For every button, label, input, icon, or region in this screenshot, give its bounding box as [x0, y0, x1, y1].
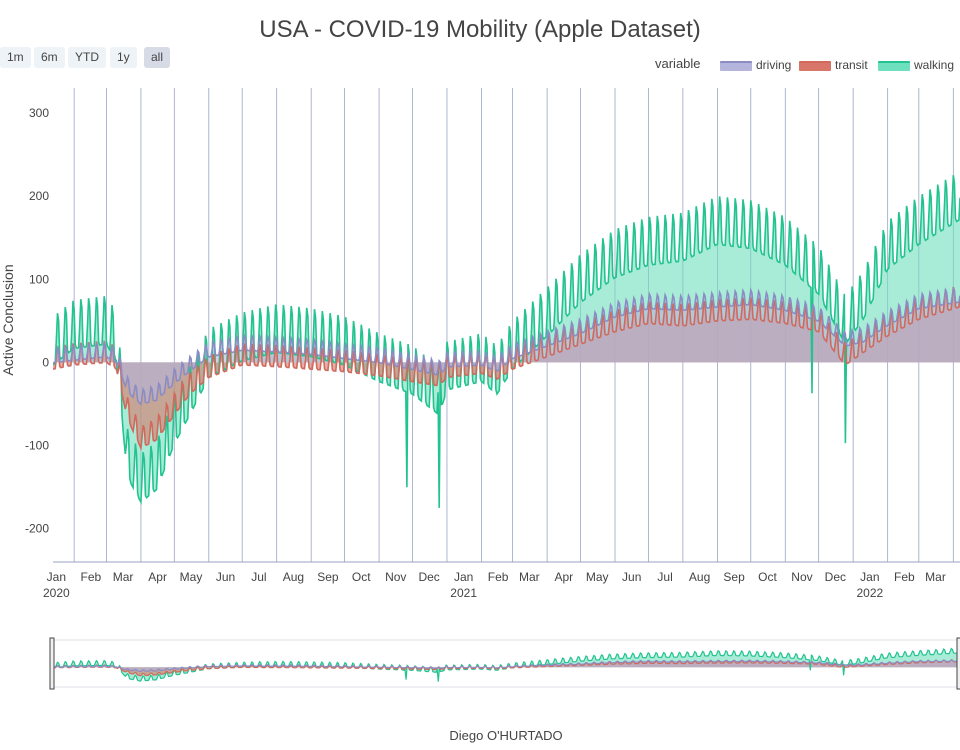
plot-area: [53, 175, 960, 508]
y-tick-label: 300: [29, 106, 49, 120]
legend-swatch-walking: [878, 60, 910, 71]
x-tick-label: Dec: [825, 570, 846, 584]
slider-line-transit: [53, 658, 959, 677]
x-tick-year-label: 2021: [450, 586, 477, 600]
legend-item-transit[interactable]: transit: [799, 58, 868, 72]
x-tick-label: Feb: [894, 570, 915, 584]
x-tick-label: Jul: [657, 570, 672, 584]
legend-item-walking[interactable]: walking: [878, 58, 954, 72]
y-tick-label: 0: [42, 355, 49, 369]
x-tick-label: Aug: [689, 570, 710, 584]
series-line-transit: [53, 286, 960, 452]
x-tick-label: Jun: [622, 570, 641, 584]
range-button-ytd[interactable]: YTD: [68, 47, 106, 68]
x-tick-label: Jan: [454, 570, 473, 584]
legend-swatch-driving: [720, 60, 752, 71]
series-area-walking: [53, 175, 960, 508]
legend-swatch-transit: [799, 60, 831, 71]
x-tick-label: Sep: [317, 570, 339, 584]
range-button-all[interactable]: all: [144, 47, 171, 68]
legend-label-transit: transit: [835, 58, 868, 72]
x-tick-year-label: 2020: [43, 586, 70, 600]
x-tick-label: Oct: [352, 570, 371, 584]
y-tick-label: -100: [25, 439, 49, 453]
x-tick-label: Feb: [488, 570, 509, 584]
x-tick-label: Aug: [283, 570, 304, 584]
legend-item-driving[interactable]: driving: [720, 58, 791, 72]
range-slider-handle-left[interactable]: [49, 637, 55, 690]
x-tick-label: May: [180, 570, 203, 584]
slider-line-driving: [53, 659, 959, 673]
credit-text: Diego O'HURTADO: [449, 728, 563, 743]
range-button-1m[interactable]: 1m: [0, 47, 31, 68]
x-tick-label: Dec: [418, 570, 439, 584]
range-button-6m[interactable]: 6m: [34, 47, 65, 68]
series-line-driving: [53, 285, 960, 406]
range-button-1y[interactable]: 1y: [110, 47, 137, 68]
legend-title: variable: [655, 56, 701, 71]
x-tick-label: Apr: [148, 570, 167, 584]
x-tick-label: Feb: [80, 570, 101, 584]
range-slider-handle-right[interactable]: [956, 637, 960, 690]
x-tick-label: Mar: [113, 570, 134, 584]
x-tick-label: Sep: [723, 570, 745, 584]
x-tick-label: Jun: [216, 570, 235, 584]
y-tick-label: -200: [25, 522, 49, 536]
x-tick-label: Jan: [860, 570, 879, 584]
x-tick-label: Jul: [251, 570, 266, 584]
x-tick-label: Jan: [47, 570, 66, 584]
legend-label-driving: driving: [756, 58, 792, 72]
x-tick-label: Oct: [758, 570, 777, 584]
x-tick-label: May: [586, 570, 609, 584]
y-tick-label: 200: [29, 189, 49, 203]
x-tick-year-label: 2022: [857, 586, 884, 600]
x-tick-label: Mar: [519, 570, 540, 584]
y-axis-title: Active Conclusion: [0, 264, 16, 375]
legend-label-walking: walking: [914, 58, 955, 72]
x-tick-label: Nov: [791, 570, 812, 584]
x-tick-label: Nov: [385, 570, 406, 584]
chart-title: USA - COVID-19 Mobility (Apple Dataset): [259, 16, 701, 43]
y-tick-label: 100: [29, 272, 49, 286]
x-tick-label: Apr: [554, 570, 573, 584]
slider-area-walking: [53, 648, 958, 682]
x-tick-label: Mar: [925, 570, 946, 584]
